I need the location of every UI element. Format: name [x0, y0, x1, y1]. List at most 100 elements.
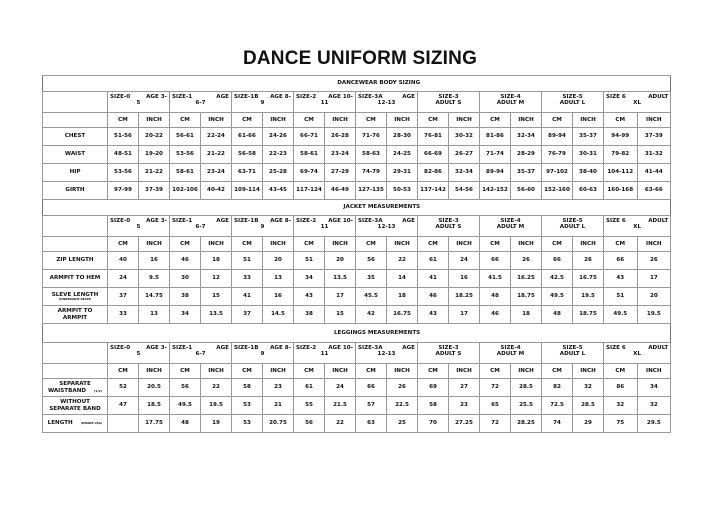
- unit-inch: INCH: [636, 112, 672, 128]
- size-header: SIZE 6 ADULT XL: [602, 342, 672, 364]
- value-cell: 56-61: [169, 127, 201, 146]
- value-cell: 71-76: [355, 127, 387, 146]
- table-row: ARMPIT TO ARMPIT 33 13 34 13.5 37 14.5 38 15 42 16…: [42, 305, 672, 324]
- age-label: AGE 8-: [270, 218, 291, 224]
- value-cell: 42: [355, 305, 387, 324]
- size-label: SIZE-0: [110, 94, 131, 100]
- value-cell: 51: [603, 287, 638, 306]
- value-cell: 117-124: [293, 181, 325, 200]
- value-cell: 38-40: [572, 163, 604, 182]
- value-cell: 142-152: [479, 181, 511, 200]
- age-range: ADULT L: [559, 351, 586, 358]
- age-range: ADULT M: [496, 100, 525, 107]
- value-cell: 63-66: [636, 181, 672, 200]
- value-cell: 50-53: [386, 181, 418, 200]
- size-header: SIZE-0 AGE 3- 5: [107, 91, 170, 113]
- value-cell: 89-94: [479, 163, 511, 182]
- unit-inch: INCH: [448, 236, 480, 252]
- value-cell: 152-160: [541, 181, 573, 200]
- unit-inch: INCH: [572, 363, 604, 379]
- size-header: SIZE-3A AGE 12-13: [355, 215, 418, 237]
- value-cell: 66: [479, 251, 511, 270]
- size-header: SIZE-3 ADULT S: [417, 91, 480, 113]
- value-cell: 56: [169, 378, 201, 397]
- unit-cm: CM: [107, 112, 139, 128]
- table-row: GIRTH 97-99 37-39 102-106 40-42 109-114 43-45 1…: [42, 181, 672, 200]
- value-cell: 46: [169, 251, 201, 270]
- value-cell: 14: [386, 269, 418, 288]
- unit-cm: CM: [107, 363, 139, 379]
- value-cell: 54-56: [448, 181, 480, 200]
- unit-inch: INCH: [636, 236, 672, 252]
- age-range: ADULT M: [496, 224, 525, 231]
- size-header: SIZE-1 AGE 6-7: [169, 342, 232, 364]
- size-label: SIZE-1: [172, 218, 193, 224]
- value-cell: 53: [231, 396, 263, 415]
- age-range: ADULT S: [435, 351, 462, 358]
- value-cell: 48: [541, 305, 573, 324]
- size-header: SIZE-0 AGE 3- 5: [107, 342, 170, 364]
- unit-row: CM INCH CM INCH CM INCH CM INCH CM INCH CM INCH CM IN…: [42, 112, 672, 128]
- empty-cell: [42, 91, 108, 113]
- unit-inch: INCH: [572, 112, 604, 128]
- empty-cell: [42, 112, 108, 128]
- value-cell: 35: [355, 269, 387, 288]
- value-cell: 28.25: [510, 414, 542, 433]
- age-label: AGE: [216, 345, 229, 351]
- value-cell: 48-51: [107, 145, 139, 164]
- unit-cm: CM: [293, 363, 325, 379]
- value-cell: 60-63: [572, 181, 604, 200]
- unit-inch: INCH: [324, 236, 356, 252]
- age-label: AGE 3-: [146, 218, 167, 224]
- size-label: SIZE-3: [438, 218, 459, 224]
- age-range: ADULT L: [559, 224, 586, 231]
- value-cell: 16.25: [510, 269, 542, 288]
- size-header: SIZE-1 AGE 6-7: [169, 215, 232, 237]
- size-header-row: SIZE-0 AGE 3- 5 SIZE-1 AGE 6-7 SIZE-1B AGE 8- 9 S…: [42, 215, 672, 237]
- row-label-text: ARMPIT TO HEM: [49, 275, 101, 282]
- value-cell: 51: [293, 251, 325, 270]
- size-header: SIZE-1B AGE 8- 9: [231, 91, 294, 113]
- value-cell: 27-29: [324, 163, 356, 182]
- value-cell: 37: [107, 287, 139, 306]
- value-cell: 32-34: [448, 163, 480, 182]
- size-header: SIZE-4 ADULT M: [479, 215, 542, 237]
- unit-cm: CM: [603, 363, 638, 379]
- value-cell: 86: [603, 378, 638, 397]
- unit-inch: INCH: [262, 236, 294, 252]
- value-cell: 17: [324, 287, 356, 306]
- size-label: SIZE-1: [172, 94, 193, 100]
- value-cell: 19-20: [138, 145, 170, 164]
- value-cell: 66: [603, 251, 638, 270]
- value-cell: 23-24: [200, 163, 232, 182]
- value-cell: 18: [510, 305, 542, 324]
- value-cell: 29: [572, 414, 604, 433]
- row-label: ARMPIT TO ARMPIT: [42, 305, 108, 324]
- unit-cm: CM: [231, 236, 263, 252]
- row-label-note: (1/2): [94, 388, 103, 393]
- value-cell: 28-30: [386, 127, 418, 146]
- age-label: AGE 10-: [328, 218, 353, 224]
- size-header: SIZE-2 AGE 10- 11: [293, 91, 356, 113]
- row-label-note: (UNDERARM SEAM): [58, 296, 92, 301]
- value-cell: 19.5: [200, 396, 232, 415]
- value-cell: 20-22: [138, 127, 170, 146]
- value-cell: 69: [417, 378, 449, 397]
- value-cell: 76-79: [541, 145, 573, 164]
- value-cell: 34: [293, 269, 325, 288]
- value-cell: 55: [293, 396, 325, 415]
- age-label: ADULT: [648, 218, 669, 224]
- value-cell: 33: [107, 305, 139, 324]
- size-header: SIZE-0 AGE 3- 5: [107, 215, 170, 237]
- value-cell: 12: [200, 269, 232, 288]
- value-cell: 66-71: [293, 127, 325, 146]
- value-cell: 26: [386, 378, 418, 397]
- value-cell: 160-168: [603, 181, 638, 200]
- value-cell: 22.5: [386, 396, 418, 415]
- size-label: SIZE-4: [500, 345, 521, 351]
- value-cell: 97-102: [541, 163, 573, 182]
- table-row: SLEVE LENGTH (UNDERARM SEAM) 37 14.75 38 15 41…: [42, 287, 672, 306]
- value-cell: 16: [448, 269, 480, 288]
- value-cell: 30: [169, 269, 201, 288]
- value-cell: 43-45: [262, 181, 294, 200]
